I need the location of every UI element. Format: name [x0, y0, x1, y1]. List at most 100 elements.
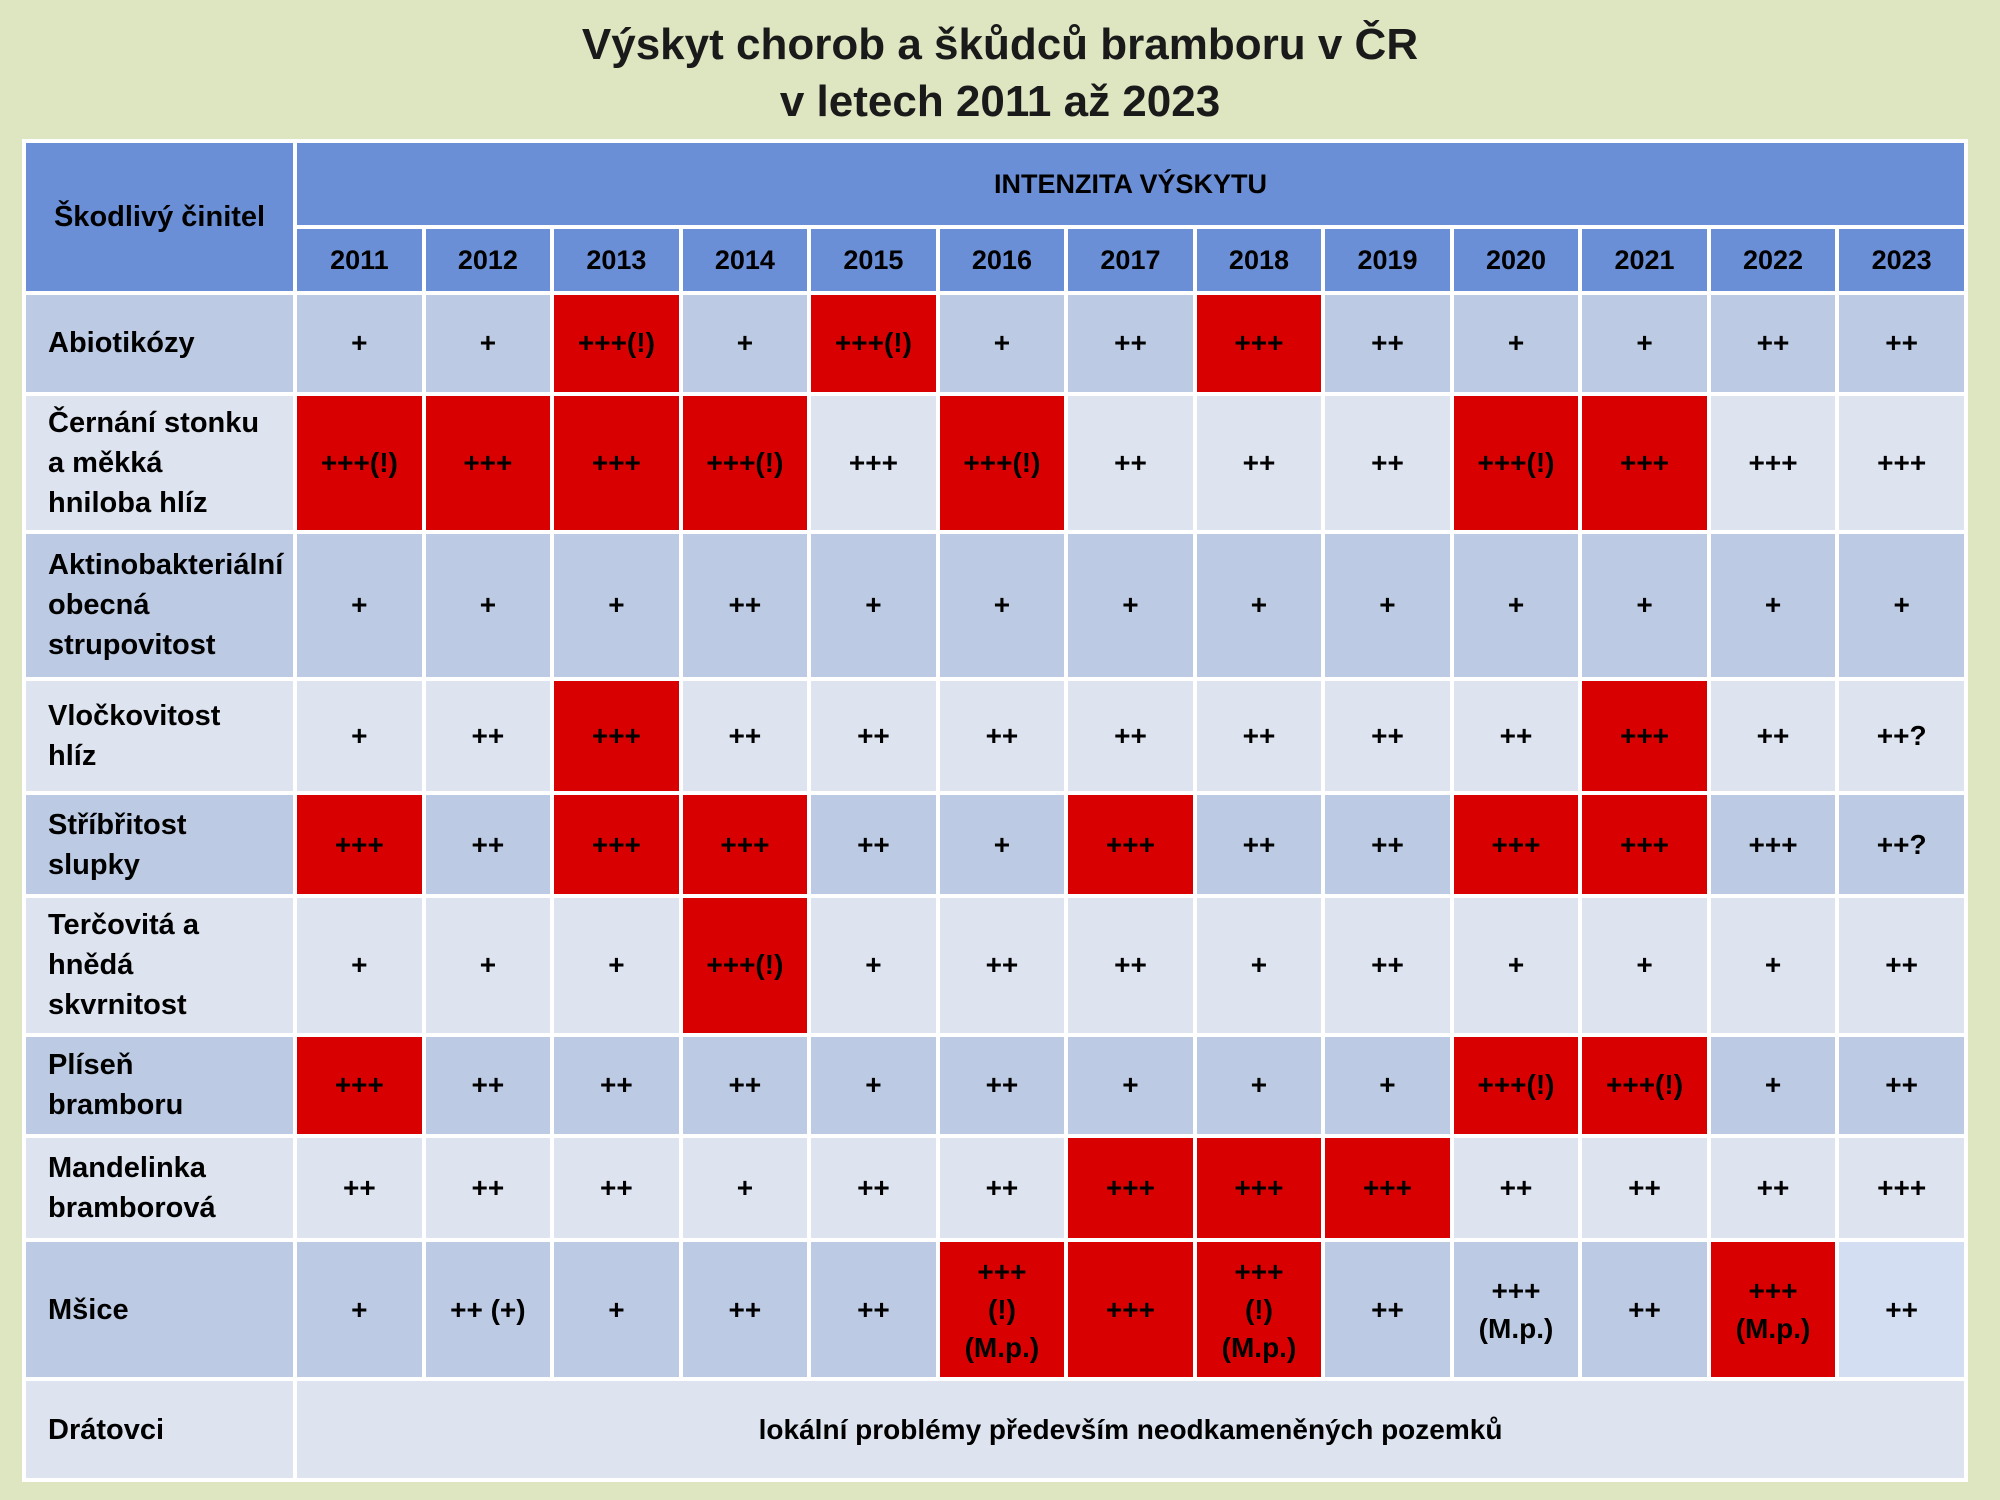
intensity-cell: + [678, 1133, 812, 1243]
intensity-cell: +++(!) [1449, 391, 1583, 534]
intensity-cell: + [807, 894, 940, 1037]
intensity-cell: +++ [550, 676, 683, 796]
intensity-cell: +++(!) [678, 894, 812, 1037]
intensity-cell: ++ [1321, 676, 1454, 796]
intensity-cell: ++ [935, 1032, 1069, 1138]
intensity-cell: ++ [1192, 391, 1326, 534]
intensity-cell: +++ [1706, 791, 1840, 899]
intensity-cell: ++ [678, 529, 812, 681]
row-label: Mandelinka bramborová [21, 1133, 298, 1243]
intensity-cell: ++ [1578, 1133, 1711, 1243]
intensity-cell: ++ [550, 1032, 683, 1138]
intensity-cell: ++ [678, 676, 812, 796]
intensity-cell: + [1064, 529, 1197, 681]
intensity-cell: +++ (M.p.) [1449, 1238, 1583, 1382]
intensity-cell: +++(!) [1449, 1032, 1583, 1138]
intensity-cell: + [1578, 894, 1711, 1037]
intensity-cell: ++ [1578, 1238, 1711, 1382]
intensity-cell: + [1064, 1032, 1197, 1138]
row-label: Abiotikózy [21, 291, 298, 396]
year-header: 2015 [807, 225, 940, 295]
year-header: 2014 [678, 225, 812, 295]
intensity-cell: ++ [421, 791, 555, 899]
intensity-cell: +++(!) [293, 391, 426, 534]
row-label: Černání stonku a měkká hniloba hlíz [21, 391, 298, 534]
table-row: Mšice + ++ (+) + ++ ++ +++ (!) (M.p.) +++ +++ (!… [21, 1238, 1968, 1382]
intensity-cell: + [421, 894, 555, 1037]
intensity-cell: ++ [1321, 791, 1454, 899]
intensity-cell: ++ [1835, 1238, 1968, 1382]
intensity-cell: + [807, 1032, 940, 1138]
intensity-cell: ++ [1321, 1238, 1454, 1382]
table-row: Terčovitá a hnědá skvrnitost + + + +++(!) + ++… [21, 894, 1968, 1037]
intensity-cell: + [1449, 291, 1583, 396]
intensity-cell: +++ [421, 391, 555, 534]
intensity-cell: +++ [807, 391, 940, 534]
row-label-header: Škodlivý činitel [21, 139, 298, 295]
intensity-cell: +++ [1578, 791, 1711, 899]
intensity-cell: ++ [1706, 291, 1840, 396]
intensity-cell: + [1578, 529, 1711, 681]
intensity-cell: ++ [1321, 291, 1454, 396]
intensity-cell: + [935, 791, 1069, 899]
intensity-cell: +++ (!) (M.p.) [935, 1238, 1069, 1382]
intensity-cell: ++ [935, 1133, 1069, 1243]
intensity-cell: + [1192, 529, 1326, 681]
intensity-cell: + [1706, 1032, 1840, 1138]
year-header: 2017 [1064, 225, 1197, 295]
intensity-cell: +++ [678, 791, 812, 899]
intensity-cell: ++ [935, 894, 1069, 1037]
intensity-cell: +++(!) [550, 291, 683, 396]
wireworm-note: lokální problémy především neodkameněnýc… [293, 1377, 1968, 1482]
row-label: Vločkovitost hlíz [21, 676, 298, 796]
intensity-cell: ++ (+) [421, 1238, 555, 1382]
row-label: Drátovci [21, 1377, 298, 1482]
intensity-cell: ++ [1064, 391, 1197, 534]
intensity-cell: + [1321, 1032, 1454, 1138]
intensity-cell: + [421, 291, 555, 396]
intensity-header: INTENZITA VÝSKYTU [293, 139, 1968, 229]
intensity-cell: + [293, 529, 426, 681]
intensity-cell: + [293, 1238, 426, 1382]
intensity-cell: + [550, 529, 683, 681]
intensity-cell: ++ [421, 1133, 555, 1243]
table-row: Plíseň bramboru +++ ++ ++ ++ + ++ + + + +++(!) +++(… [21, 1032, 1968, 1138]
intensity-cell: +++ [1835, 1133, 1968, 1243]
intensity-cell: + [807, 529, 940, 681]
intensity-cell: ++ [1321, 391, 1454, 534]
intensity-cell: + [935, 291, 1069, 396]
intensity-cell: ++ [421, 676, 555, 796]
intensity-cell: + [935, 529, 1069, 681]
intensity-cell: +++ [1321, 1133, 1454, 1243]
intensity-cell: +++ [1835, 391, 1968, 534]
intensity-cell: +++ [1578, 391, 1711, 534]
intensity-cell: ++ [1449, 1133, 1583, 1243]
intensity-cell: + [550, 1238, 683, 1382]
year-header: 2021 [1578, 225, 1711, 295]
intensity-cell: + [1449, 529, 1583, 681]
table-row: Vločkovitost hlíz + ++ +++ ++ ++ ++ ++ ++ ++ ++ +++… [21, 676, 1968, 796]
table-row: Abiotikózy + + +++(!) + +++(!) + ++ +++ ++ + + ++ ++ [21, 291, 1968, 396]
intensity-cell: + [1449, 894, 1583, 1037]
table-row: Stříbřitost slupky +++ ++ +++ +++ ++ + +++ ++ ++ +… [21, 791, 1968, 899]
intensity-cell: ++ [1192, 676, 1326, 796]
intensity-cell: +++ (!) (M.p.) [1192, 1238, 1326, 1382]
intensity-cell: + [550, 894, 683, 1037]
intensity-cell: + [293, 894, 426, 1037]
intensity-cell: ++ [293, 1133, 426, 1243]
intensity-cell: ++ [1449, 676, 1583, 796]
intensity-cell: + [293, 291, 426, 396]
intensity-cell: +++(!) [678, 391, 812, 534]
intensity-cell: +++ [1706, 391, 1840, 534]
table-row: Mandelinka bramborová ++ ++ ++ + ++ ++ +++ +++ ++… [21, 1133, 1968, 1243]
intensity-cell: ++ [1835, 1032, 1968, 1138]
intensity-cell: ++ [1192, 791, 1326, 899]
intensity-cell: ++ [1064, 676, 1197, 796]
table-row: Aktinobakteriální obecná strupovitost + + +… [21, 529, 1968, 681]
title-line-1: Výskyt chorob a škůdců bramboru v ČR [581, 20, 1419, 69]
intensity-cell: ++ [935, 676, 1069, 796]
intensity-cell: +++ (M.p.) [1706, 1238, 1840, 1382]
intensity-cell: + [1192, 894, 1326, 1037]
intensity-cell: ++ [1706, 676, 1840, 796]
intensity-cell: + [1706, 894, 1840, 1037]
